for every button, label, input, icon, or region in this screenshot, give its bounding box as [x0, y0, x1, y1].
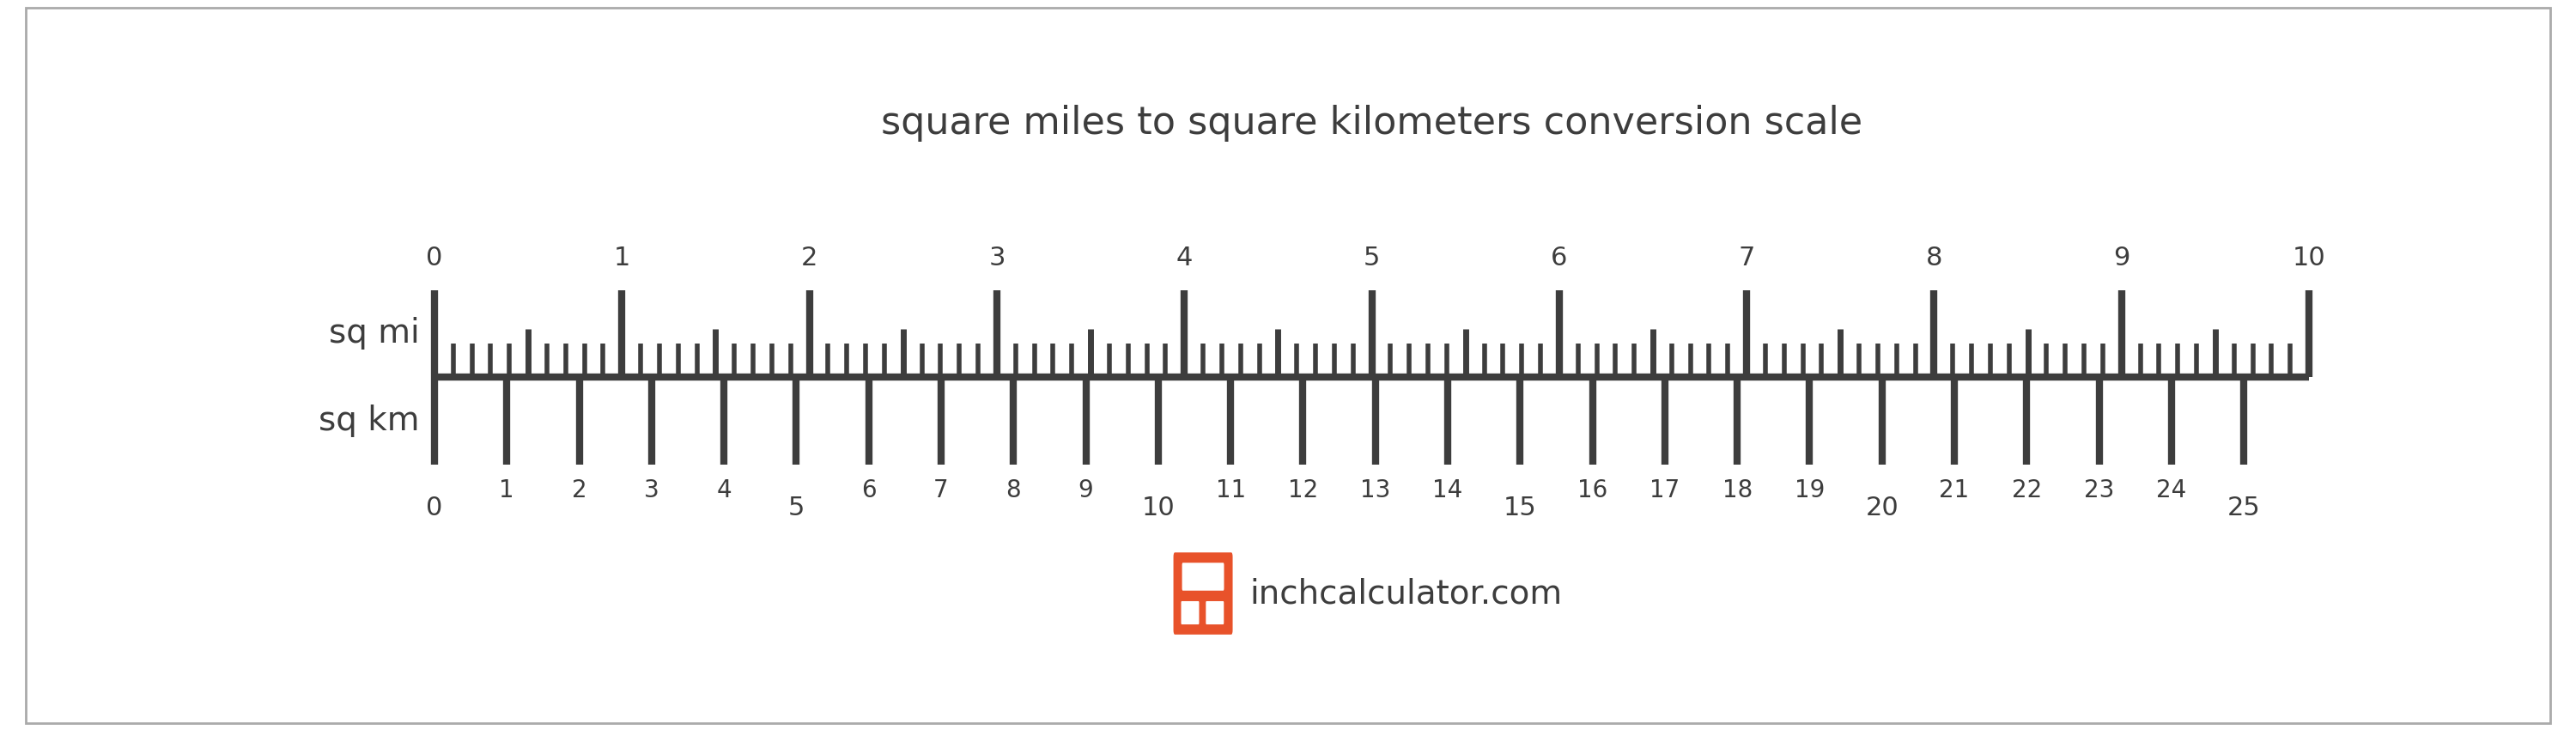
- Text: 18: 18: [1723, 478, 1752, 502]
- Text: 15: 15: [1504, 495, 1538, 520]
- Text: 0: 0: [425, 245, 443, 270]
- Text: 10: 10: [1141, 495, 1175, 520]
- Text: 10: 10: [2293, 245, 2326, 270]
- Text: 8: 8: [1927, 245, 1942, 270]
- Text: 11: 11: [1216, 478, 1247, 502]
- FancyBboxPatch shape: [1182, 602, 1198, 624]
- Text: 1: 1: [613, 245, 631, 270]
- Text: 4: 4: [1177, 245, 1193, 270]
- Text: 12: 12: [1288, 478, 1319, 502]
- Text: 3: 3: [989, 245, 1005, 270]
- Text: 1: 1: [500, 478, 515, 502]
- Text: 6: 6: [1551, 245, 1569, 270]
- Text: 5: 5: [788, 495, 804, 520]
- Text: 7: 7: [1739, 245, 1754, 270]
- FancyBboxPatch shape: [1206, 602, 1224, 624]
- Text: 9: 9: [1079, 478, 1092, 502]
- Text: inchcalculator.com: inchcalculator.com: [1249, 577, 1564, 610]
- Text: 3: 3: [644, 478, 659, 502]
- Text: 14: 14: [1432, 478, 1463, 502]
- Text: 4: 4: [716, 478, 732, 502]
- Text: sq mi: sq mi: [330, 318, 420, 350]
- Text: 23: 23: [2084, 478, 2115, 502]
- Text: 21: 21: [1940, 478, 1971, 502]
- Text: sq km: sq km: [319, 404, 420, 437]
- Text: 9: 9: [2112, 245, 2130, 270]
- Text: 6: 6: [860, 478, 876, 502]
- Text: 2: 2: [801, 245, 817, 270]
- Text: 8: 8: [1005, 478, 1020, 502]
- Text: 22: 22: [2012, 478, 2043, 502]
- Text: 24: 24: [2156, 478, 2187, 502]
- Text: 19: 19: [1795, 478, 1824, 502]
- Text: 16: 16: [1577, 478, 1607, 502]
- Text: 13: 13: [1360, 478, 1391, 502]
- FancyBboxPatch shape: [1182, 563, 1224, 591]
- FancyBboxPatch shape: [1175, 553, 1234, 634]
- Text: square miles to square kilometers conversion scale: square miles to square kilometers conver…: [881, 104, 1862, 142]
- Text: 0: 0: [425, 495, 443, 520]
- Text: 2: 2: [572, 478, 587, 502]
- Text: 17: 17: [1649, 478, 1680, 502]
- Text: 7: 7: [933, 478, 948, 502]
- Text: 20: 20: [1865, 495, 1899, 520]
- Text: 5: 5: [1363, 245, 1381, 270]
- Text: 25: 25: [2228, 495, 2262, 520]
